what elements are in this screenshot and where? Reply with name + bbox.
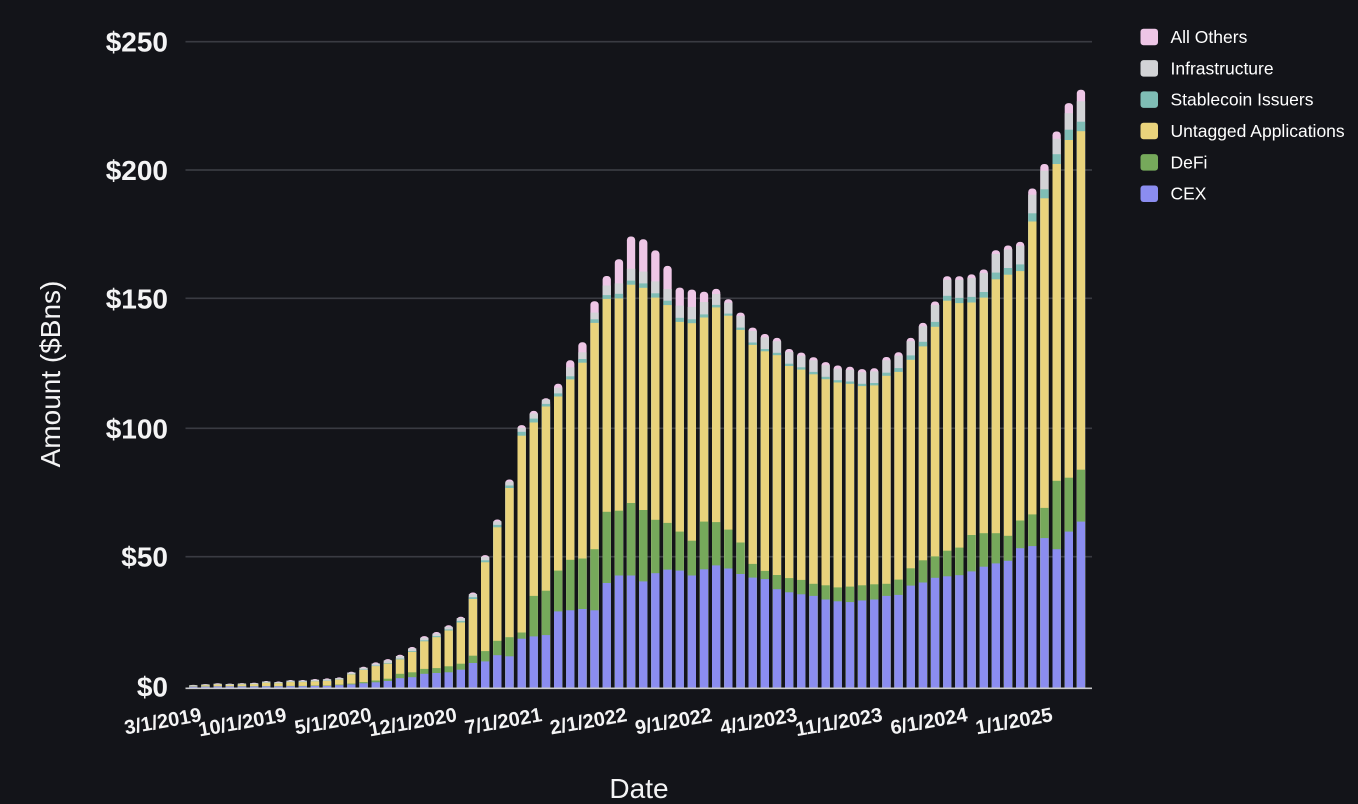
svg-text:$0: $0	[137, 672, 168, 703]
svg-text:Stablecoin Issuers: Stablecoin Issuers	[1171, 90, 1314, 110]
svg-text:DeFi: DeFi	[1171, 152, 1208, 172]
svg-text:All Others: All Others	[1171, 27, 1248, 47]
svg-text:$250: $250	[106, 27, 168, 58]
svg-text:$150: $150	[106, 283, 168, 314]
svg-text:$200: $200	[106, 155, 168, 186]
svg-text:Infrastructure: Infrastructure	[1171, 58, 1274, 78]
svg-text:$100: $100	[106, 413, 168, 444]
svg-text:Amount ($Bns): Amount ($Bns)	[35, 281, 66, 468]
svg-text:CEX: CEX	[1171, 184, 1207, 204]
svg-text:$50: $50	[121, 542, 168, 573]
svg-text:Untagged Applications: Untagged Applications	[1171, 121, 1345, 141]
svg-text:Date: Date	[609, 773, 668, 804]
